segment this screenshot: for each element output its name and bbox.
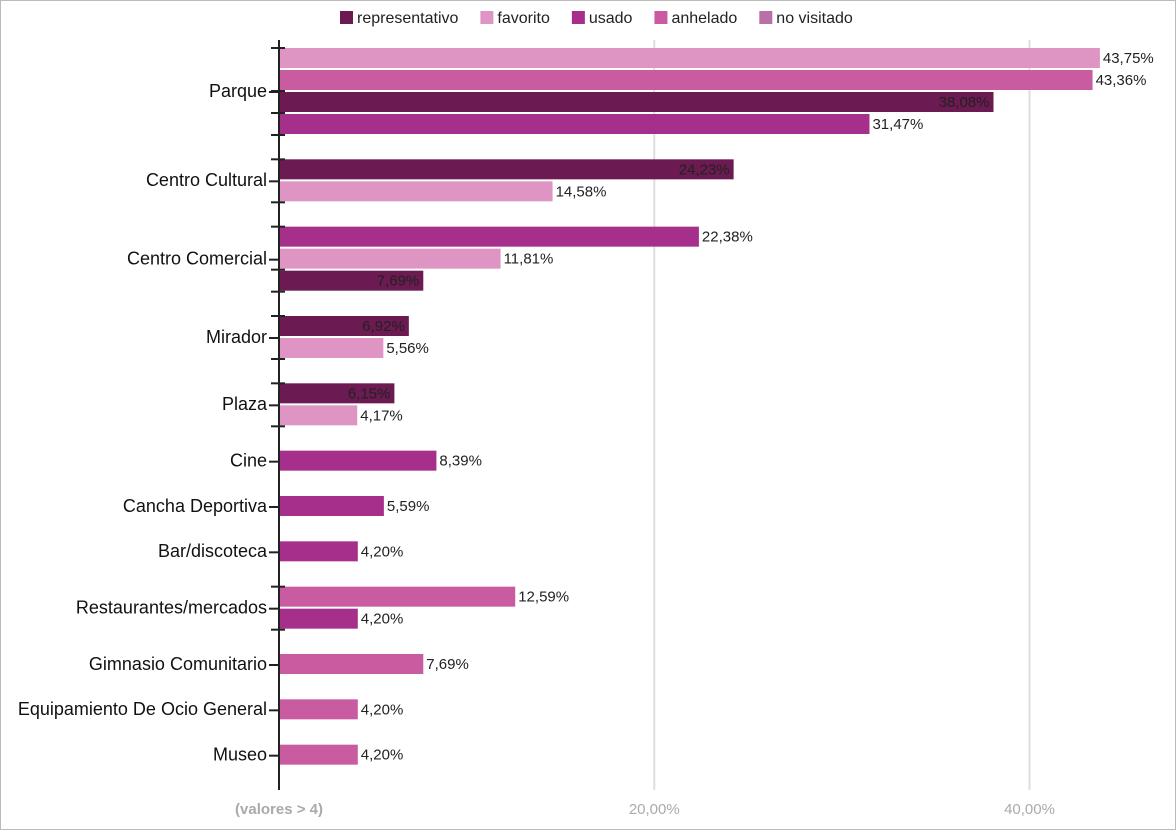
category-label: Centro Cultural — [146, 170, 267, 190]
legend-swatch — [571, 11, 585, 24]
value-label: 31,47% — [872, 116, 923, 133]
value-label: 5,56% — [386, 340, 429, 357]
legend-swatch — [759, 11, 773, 24]
category-label: Parque — [209, 81, 267, 101]
value-label: 14,58% — [556, 183, 607, 200]
value-label: 43,36% — [1096, 72, 1147, 89]
value-label: 22,38% — [702, 229, 753, 246]
category-label: Museo — [213, 744, 267, 764]
value-label: 43,75% — [1103, 50, 1154, 67]
value-label: 4,20% — [361, 701, 404, 718]
legend-label: favorito — [497, 10, 550, 27]
category-label: Bar/discoteca — [158, 541, 268, 561]
bar — [279, 496, 384, 516]
value-label: 12,59% — [518, 589, 569, 606]
legend-label: representativo — [357, 10, 458, 27]
bar — [279, 450, 437, 471]
bar — [279, 383, 395, 404]
x-tick-label: 20,00% — [629, 801, 680, 818]
bar — [279, 70, 1093, 90]
bar — [279, 159, 734, 180]
bar — [279, 338, 384, 358]
value-label: 6,92% — [362, 318, 405, 335]
category-label: Gimnasio Comunitario — [89, 654, 267, 674]
legend-label: anhelado — [671, 10, 737, 27]
category-label: Restaurantes/mercados — [76, 597, 267, 617]
bar — [279, 181, 553, 202]
bar — [279, 654, 424, 674]
category-label: Mirador — [206, 327, 267, 347]
value-label: 7,69% — [426, 656, 469, 673]
value-label: 4,20% — [361, 747, 404, 764]
value-label: 5,59% — [387, 498, 430, 515]
value-label: 4,17% — [360, 407, 403, 424]
x-tick-label: 40,00% — [1004, 801, 1055, 818]
value-label: 7,69% — [377, 273, 420, 290]
bar — [279, 405, 358, 426]
category-label: Equipamiento De Ocio General — [18, 699, 267, 719]
category-label: Centro Comercial — [127, 248, 267, 268]
legend-label: no visitado — [776, 10, 853, 27]
value-label: 11,81% — [504, 251, 554, 268]
value-label: 24,23% — [679, 161, 730, 178]
bar — [279, 226, 699, 247]
legend-swatch — [654, 11, 668, 24]
bar — [279, 586, 516, 607]
value-label: 4,20% — [361, 611, 404, 628]
bar — [279, 114, 870, 134]
legend-swatch — [340, 11, 353, 24]
bar — [279, 92, 994, 112]
bar — [279, 316, 409, 336]
category-label: Cancha Deportiva — [123, 496, 268, 516]
legend-label: usado — [589, 10, 633, 27]
bar — [279, 608, 358, 629]
bar — [279, 48, 1100, 68]
bar — [279, 248, 501, 269]
bar — [279, 699, 358, 720]
value-label: 38,08% — [939, 94, 990, 111]
x-tick-label: (valores > 4) — [235, 801, 323, 818]
category-label: Cine — [230, 450, 267, 470]
legend-swatch — [480, 11, 494, 24]
value-label: 4,20% — [361, 543, 404, 560]
value-label: 6,15% — [348, 385, 391, 402]
value-label: 8,39% — [439, 453, 482, 470]
bar — [279, 270, 424, 291]
bar — [279, 541, 358, 562]
category-label: Plaza — [222, 394, 268, 414]
bar — [279, 744, 358, 765]
